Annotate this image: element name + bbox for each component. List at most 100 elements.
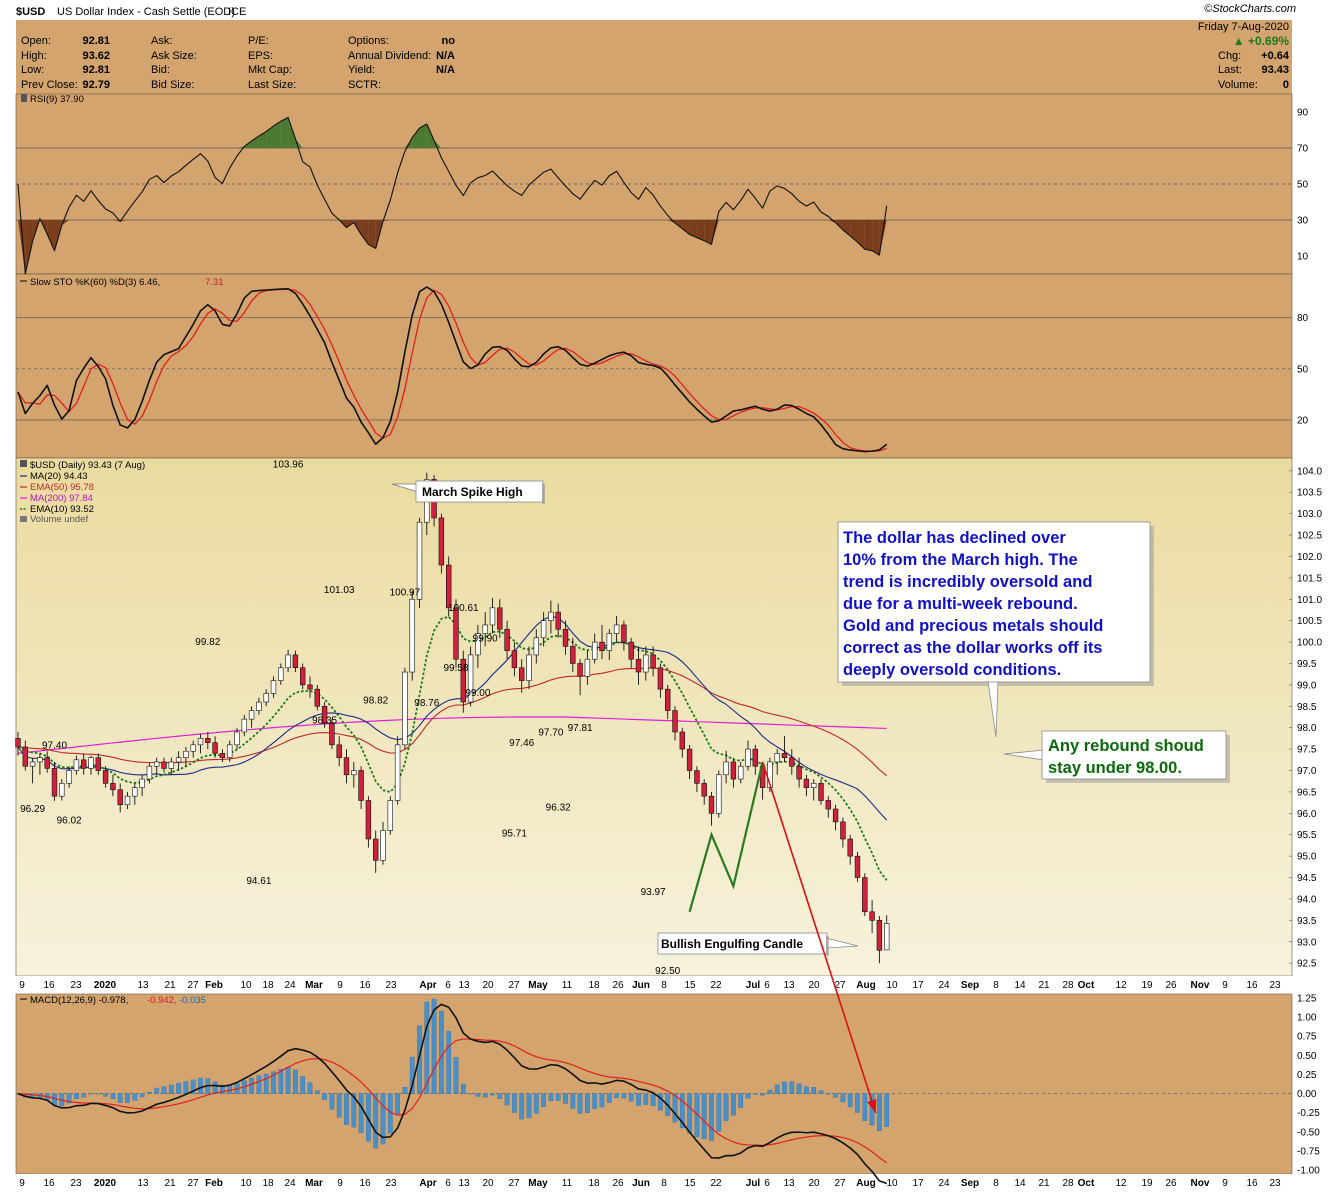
ma200-legend: MA(200) 97.84: [30, 493, 93, 504]
price-tick-label: 98.5: [1297, 702, 1317, 713]
macd-histogram-bar: [74, 1093, 79, 1099]
macd-histogram-bar: [139, 1093, 145, 1098]
candle-up: [139, 778, 145, 788]
candle-down: [862, 877, 868, 913]
candle-up: [73, 759, 80, 771]
low-value: 92.81: [82, 64, 110, 76]
x-axis-label: 9: [1222, 1178, 1228, 1189]
macd-histogram-bar: [380, 1093, 386, 1145]
macd-histogram-bar: [497, 1093, 503, 1099]
candle-down: [781, 753, 788, 758]
macd-histogram-bar: [66, 1093, 72, 1104]
x-axis-label: Nov: [1191, 1178, 1210, 1189]
macd-histogram-bar: [636, 1093, 641, 1106]
dividend-value: N/A: [436, 50, 455, 62]
rsi-oversold-fill: [47, 220, 55, 251]
macd-histogram-bar: [818, 1090, 824, 1094]
macd-histogram-bar: [738, 1093, 744, 1108]
macd-histogram-bar: [212, 1081, 218, 1094]
macd-histogram-bar: [307, 1082, 313, 1094]
macd-histogram-bar: [723, 1093, 729, 1122]
quote-date: Friday 7-Aug-2020: [1198, 21, 1289, 33]
annotation-line-5: Gold and precious metals should: [843, 617, 1103, 635]
candle-down: [460, 658, 466, 703]
high-label: High:: [21, 50, 47, 62]
rsi-oversold-fill: [25, 220, 33, 274]
price-label: 97.70: [538, 728, 563, 739]
candle-up: [394, 744, 401, 801]
x-axis-label: Mar: [305, 1178, 323, 1189]
rsi-oversold-fill: [704, 220, 712, 245]
rsi-fills: [18, 117, 887, 274]
candle-up: [489, 607, 496, 626]
macd-histogram-bar: [752, 1093, 758, 1095]
candle-up: [270, 680, 277, 694]
macd-histogram-bar: [351, 1093, 357, 1128]
x-axis-label: 16: [359, 980, 371, 991]
candle-down: [650, 654, 656, 669]
candle-down: [22, 746, 28, 767]
macd-tick-label: 0.00: [1297, 1089, 1317, 1100]
rsi-oversold-fill: [857, 220, 865, 250]
x-axis-label: 24: [284, 980, 296, 991]
candle-up: [387, 800, 393, 831]
rsi-oversold-fill: [879, 220, 887, 256]
sto-tick-label: 20: [1297, 415, 1309, 426]
macd-tick-label: 0.75: [1297, 1032, 1317, 1043]
price-label: 99.90: [473, 633, 498, 644]
projection-path: [688, 761, 877, 1114]
bidsize-label: Bid Size:: [151, 79, 194, 91]
candle-up: [197, 738, 204, 746]
x-axis-label: 13: [137, 1178, 149, 1189]
sctr-label: SCTR:: [348, 79, 381, 91]
x-axis-label: 10: [886, 980, 898, 991]
price-label: 98.76: [414, 698, 439, 709]
x-axis-label: 14: [1014, 980, 1026, 991]
mktcap-label: Mkt Cap:: [248, 64, 292, 76]
x-axis-label: 2020: [94, 1178, 117, 1189]
x-axis-label: 6: [764, 980, 770, 991]
x-axis-label: 27: [508, 1178, 520, 1189]
x-axis-label: 27: [834, 1178, 846, 1189]
dollar-decline-callout: The dollar has declined over 10% from th…: [837, 521, 1154, 738]
rsi-oversold-fill: [675, 220, 683, 229]
price-label: 96.02: [57, 815, 82, 826]
price-tick-label: 101.5: [1297, 573, 1322, 584]
candle-down: [657, 667, 664, 690]
x-axis-label: 27: [834, 980, 846, 991]
x-axis-label: Oct: [1078, 1178, 1095, 1189]
annotation-line-2: 10% from the March high. The: [843, 551, 1078, 569]
x-axis-label: 28: [1062, 1178, 1074, 1189]
projection-rebound-line: [688, 761, 764, 913]
macd-tick-label: 1.25: [1297, 993, 1317, 1004]
macd-tick-label: 0.25: [1297, 1070, 1317, 1081]
x-axis-label: Feb: [205, 980, 223, 991]
candle-down: [664, 688, 671, 711]
macd-histogram-bar: [774, 1084, 780, 1094]
macd-histogram-bar: [161, 1086, 167, 1094]
ma20-legend: MA(20) 94.43: [30, 471, 88, 482]
candle-down: [570, 646, 576, 664]
macd-legend-text: MACD(12,26,9) -0.978,: [30, 995, 128, 1006]
macd-histogram-bar: [585, 1093, 590, 1114]
candle-down: [635, 658, 642, 673]
macd-tick-label: -0.25: [1297, 1108, 1320, 1119]
ema10-legend: EMA(10) 93.52: [30, 504, 94, 515]
x-axis-label: Aug: [856, 1178, 875, 1189]
macd-histogram-bar: [300, 1076, 306, 1094]
macd-histogram-bar: [154, 1087, 160, 1094]
march-spike-callout: March Spike High: [391, 480, 545, 504]
macd-histogram-bar: [847, 1093, 853, 1108]
candle-down: [358, 770, 364, 801]
x-axis-label: 24: [284, 1178, 296, 1189]
rsi-oversold-fill: [120, 220, 128, 222]
candle-down: [686, 748, 693, 771]
price-tick-label: 93.5: [1297, 916, 1317, 927]
x-axis-label: 10: [240, 980, 252, 991]
ask-label: Ask:: [151, 35, 172, 47]
macd-histogram-bar: [760, 1093, 765, 1096]
candle-down: [752, 748, 759, 767]
macd-tick-label: -1.00: [1297, 1166, 1320, 1177]
macd-histogram-bar: [767, 1089, 773, 1094]
x-axis-label: 26: [612, 980, 624, 991]
